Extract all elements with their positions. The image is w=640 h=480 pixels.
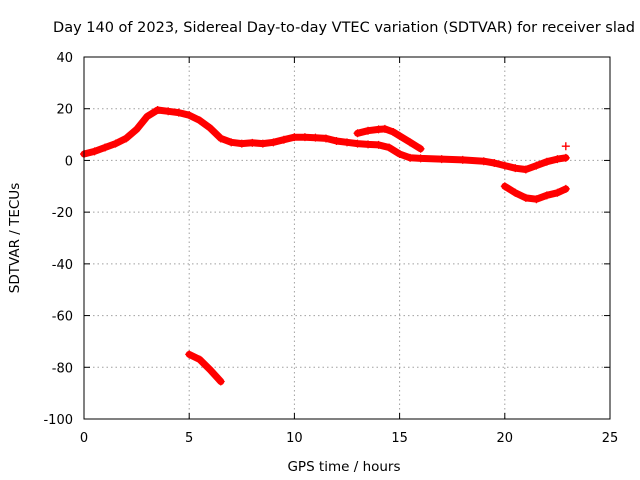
data-point-marker	[500, 182, 509, 191]
data-point-marker	[416, 154, 425, 163]
data-point-marker	[185, 111, 194, 120]
data-point-marker	[521, 193, 530, 202]
data-point-marker	[553, 155, 562, 164]
data-point-marker	[216, 377, 225, 386]
data-point-marker	[395, 149, 404, 158]
y-tick-label: -20	[52, 206, 73, 221]
x-tick-label: 5	[185, 431, 193, 446]
data-point-marker	[311, 133, 320, 142]
data-point-marker	[174, 108, 183, 117]
x-tick-label: 15	[391, 431, 408, 446]
data-point-marker	[458, 155, 467, 164]
data-point-marker	[195, 355, 204, 364]
data-point-marker	[437, 155, 446, 164]
data-point-marker	[216, 134, 225, 143]
data-point-marker	[111, 139, 120, 148]
isolated-point-marker	[561, 142, 570, 151]
data-point-marker	[237, 139, 246, 148]
y-tick-label: -100	[43, 413, 73, 428]
data-point-marker	[406, 138, 415, 147]
data-point-marker	[353, 139, 362, 148]
series-track-3	[185, 350, 225, 385]
data-point-marker	[395, 131, 404, 140]
data-point-marker	[248, 138, 257, 147]
plot-frame	[83, 56, 611, 420]
data-point-marker	[206, 124, 215, 133]
axis-ticks: 0 5 10 15 20 25 -100 -80 -60 -40 -20 0 20 40	[43, 51, 618, 446]
chart-title: Day 140 of 2023, Sidereal Day-to-day VTE…	[53, 20, 635, 36]
data-point-marker	[380, 124, 389, 133]
data-point-marker	[143, 112, 152, 121]
data-point-marker	[321, 134, 330, 143]
data-point-marker	[385, 143, 394, 152]
data-point-marker	[164, 107, 173, 116]
x-tick-label: 0	[80, 431, 88, 446]
data-series	[80, 106, 570, 386]
data-point-marker	[479, 157, 488, 166]
y-tick-label: 0	[65, 154, 73, 169]
data-point-marker	[561, 153, 570, 162]
data-point-marker	[416, 144, 425, 153]
y-tick-label: -80	[52, 361, 73, 376]
data-point-marker	[364, 140, 373, 149]
y-tick-label: -40	[52, 258, 73, 273]
y-tick-label: 40	[56, 51, 73, 66]
data-point-marker	[332, 137, 341, 146]
x-axis-label: GPS time / hours	[287, 459, 400, 475]
grid-lines	[84, 57, 610, 419]
y-axis-label: SDTVAR / TECUs	[7, 183, 23, 293]
data-point-marker	[542, 157, 551, 166]
data-point-marker	[561, 184, 570, 193]
data-point-marker	[132, 125, 141, 134]
data-point-marker	[542, 191, 551, 200]
data-point-marker	[90, 147, 99, 156]
data-point-marker	[490, 159, 499, 168]
data-point-marker	[521, 165, 530, 174]
data-point-marker	[269, 138, 278, 147]
data-point-marker	[185, 350, 194, 359]
data-point-marker	[406, 153, 415, 162]
data-point-marker	[374, 140, 383, 149]
data-point-marker	[500, 161, 509, 170]
data-point-marker	[153, 106, 162, 115]
data-point-marker	[553, 188, 562, 197]
data-point-marker	[353, 129, 362, 138]
data-point-marker	[532, 195, 541, 204]
data-point-marker	[389, 127, 398, 136]
data-point-marker	[258, 139, 267, 148]
y-tick-label: 20	[56, 103, 73, 118]
x-tick-label: 10	[286, 431, 303, 446]
data-point-marker	[343, 138, 351, 147]
data-point-marker	[206, 365, 215, 374]
data-point-marker	[195, 116, 204, 125]
data-point-marker	[290, 133, 299, 142]
data-point-marker	[300, 133, 309, 142]
x-tick-label: 25	[602, 431, 619, 446]
data-point-marker	[227, 138, 236, 147]
data-point-marker	[364, 126, 373, 135]
data-point-marker	[532, 161, 541, 170]
data-point-marker	[511, 164, 520, 173]
y-tick-label: -60	[52, 310, 73, 325]
data-point-marker	[122, 134, 131, 143]
data-point-marker	[511, 188, 520, 197]
data-point-marker	[101, 143, 110, 152]
x-tick-label: 20	[497, 431, 514, 446]
data-point-marker	[279, 135, 288, 144]
